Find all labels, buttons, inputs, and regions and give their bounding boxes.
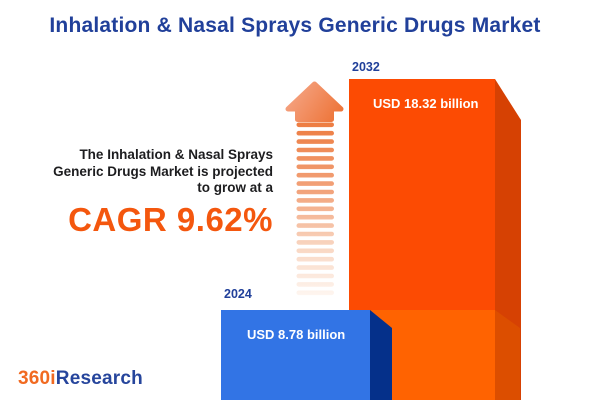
brand-logo-prefix: 360i: [18, 368, 56, 389]
bar-2032-value-label: USD 18.32 billion: [373, 96, 479, 111]
cagr-value: CAGR 9.62%: [68, 200, 273, 238]
bar-2032-base-side: [495, 310, 520, 400]
brand-logo: 360iResearch: [18, 368, 143, 390]
annotation-line: to grow at a: [197, 180, 273, 195]
bar-2024-front: [221, 310, 370, 400]
bar-2024-side: [370, 310, 392, 400]
annotation-line: The Inhalation & Nasal Sprays: [79, 147, 273, 162]
brand-logo-suffix: Research: [55, 368, 143, 389]
page-title: Inhalation & Nasal Sprays Generic Drugs …: [49, 14, 541, 37]
bar-2032-year-label: 2032: [352, 60, 380, 74]
growth-arrow-icon: [285, 81, 344, 296]
growth-arrow-head: [285, 81, 344, 122]
bar-2024-year-label: 2024: [224, 287, 252, 301]
annotation-line: Generic Drugs Market is projected: [53, 163, 273, 179]
bar-2024: [221, 310, 392, 400]
growth-annotation: The Inhalation & Nasal Sprays Generic Dr…: [53, 147, 273, 237]
bar-2024-value-label: USD 8.78 billion: [247, 327, 346, 342]
growth-arrow-stripes: [296, 122, 334, 296]
